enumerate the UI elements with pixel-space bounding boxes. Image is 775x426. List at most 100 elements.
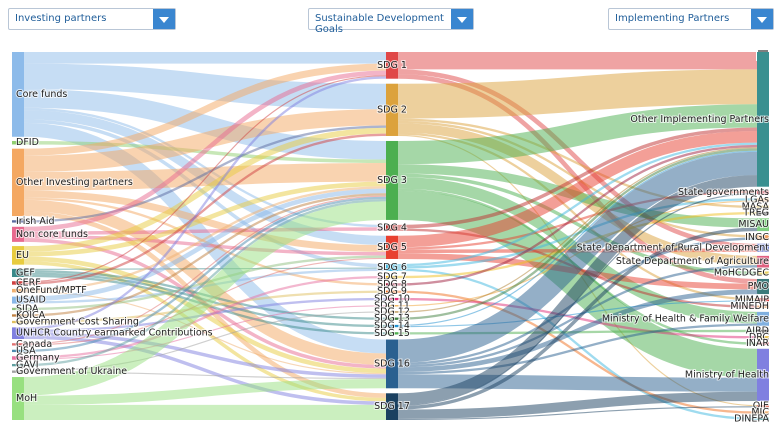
dropdown-label: Implementing Partners (615, 13, 730, 24)
node (757, 271, 769, 275)
node (757, 311, 769, 326)
link (23, 188, 387, 302)
node-label: SDG 5 (377, 242, 407, 253)
link (23, 75, 387, 283)
link (23, 127, 387, 252)
link (23, 186, 387, 292)
node (386, 235, 398, 259)
link (397, 130, 758, 248)
node (757, 205, 769, 208)
node (757, 329, 769, 333)
dropdown[interactable]: Implementing Partners (608, 8, 774, 30)
node-label: SDG 16 (374, 358, 410, 369)
node-label: State governments (678, 187, 769, 198)
node-label: DRC (749, 332, 769, 343)
link (23, 89, 387, 160)
node (12, 343, 24, 346)
node-label: MoHCDGEC (714, 268, 769, 279)
node (757, 417, 769, 420)
node-label: EU (16, 250, 29, 261)
node-label: Government of Ukraine (16, 366, 127, 377)
node (12, 307, 24, 311)
node-label: MIC (751, 407, 769, 418)
node-label: OIE (753, 401, 769, 412)
node-label: SDG 7 (377, 272, 407, 283)
node-label: State Department of Agriculture (616, 256, 769, 267)
link (397, 391, 758, 419)
node (12, 296, 24, 304)
node-label: SDG 9 (377, 286, 407, 297)
node-label: SDG 14 (374, 321, 410, 332)
node-label: AIRD (746, 325, 769, 336)
links (23, 51, 758, 421)
link (23, 195, 387, 345)
node-label: INAR (746, 338, 769, 349)
node-label: Canada (16, 339, 52, 350)
node-label: DINEPA (734, 413, 769, 424)
node (757, 278, 769, 295)
dropdown-button[interactable] (153, 9, 175, 29)
node-label: TREG (742, 208, 769, 219)
node (757, 235, 769, 240)
link (397, 406, 758, 420)
link (397, 289, 758, 373)
node (12, 246, 24, 265)
node-label: SDG 11 (374, 300, 410, 311)
dropdown-button[interactable] (451, 9, 473, 29)
link (397, 173, 758, 275)
node (386, 290, 398, 293)
node-label: KOICA (16, 310, 46, 321)
node-label: Government Cost Sharing (16, 317, 139, 328)
link (397, 237, 758, 366)
link (23, 199, 387, 367)
node (12, 314, 24, 317)
node (386, 297, 398, 301)
node (386, 339, 398, 389)
node (386, 317, 398, 320)
node (757, 198, 769, 202)
dropdown-label: Investing partners (15, 13, 107, 24)
node (386, 393, 398, 420)
link (397, 227, 758, 410)
link (23, 227, 387, 235)
dropdown[interactable]: Sustainable Development Goals (308, 8, 474, 35)
node (12, 220, 24, 223)
node (386, 283, 398, 286)
node (12, 52, 24, 137)
node-label: Ministry of Health & Family Welfare (602, 313, 769, 324)
node (757, 348, 769, 402)
node (12, 320, 24, 324)
node-label: SDG 17 (374, 401, 410, 412)
node-label: SDG 6 (377, 262, 407, 273)
node-label: SDG 1 (377, 60, 407, 71)
node (757, 336, 769, 339)
node-label: MISAU (738, 219, 769, 230)
node (12, 140, 24, 145)
link (23, 133, 387, 285)
link (397, 164, 758, 228)
link (397, 148, 758, 320)
link (397, 323, 758, 375)
link (23, 181, 387, 257)
node-label: SDG 12 (374, 306, 410, 317)
dropdown-label: Sustainable Development Goals (315, 13, 444, 35)
node-label: SIDA (16, 303, 39, 314)
link (23, 297, 387, 333)
link (23, 201, 387, 396)
dropdown-button[interactable] (751, 9, 773, 29)
node-label: CERF (16, 277, 41, 288)
node (757, 342, 769, 345)
node (386, 224, 398, 231)
link (397, 147, 758, 313)
dropdown[interactable]: Investing partners (8, 8, 176, 30)
link (23, 267, 387, 271)
node (386, 263, 398, 271)
link (397, 151, 758, 363)
link (23, 70, 387, 232)
node (386, 324, 398, 328)
node-label: UNHCR Country earmarked Contributions (16, 328, 213, 339)
node-label: SDG 10 (374, 294, 410, 305)
node (386, 52, 398, 79)
node (757, 190, 769, 195)
